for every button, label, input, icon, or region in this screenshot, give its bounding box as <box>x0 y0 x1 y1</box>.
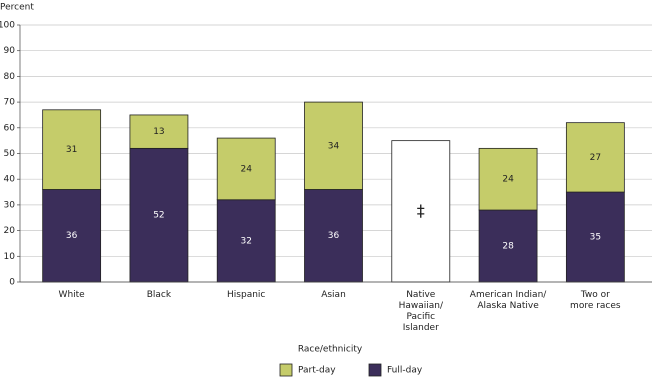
y-tick-label: 20 <box>4 226 16 236</box>
bar-segment <box>216 137 276 201</box>
bar-segment <box>565 122 625 193</box>
x-tick-label: Black <box>146 290 172 300</box>
y-tick-label: 40 <box>4 175 16 185</box>
y-tick-label: 60 <box>4 123 16 133</box>
bar-segment <box>304 189 363 283</box>
value-label: 31 <box>66 145 77 155</box>
legend-label: Full-day <box>387 366 423 376</box>
suppressed-bar <box>391 140 451 283</box>
bar-segment <box>478 209 538 283</box>
bar-segment <box>304 101 363 190</box>
y-tick-label: 90 <box>4 46 16 56</box>
value-label: 36 <box>328 231 340 241</box>
bar-segment <box>129 114 189 149</box>
y-tick-label: 100 <box>0 21 15 31</box>
x-tick-label: White <box>58 290 85 300</box>
bar-segment <box>129 147 189 283</box>
value-label: 36 <box>66 231 78 241</box>
bar-segment <box>42 109 102 190</box>
legend-swatch <box>279 363 293 377</box>
value-label: 24 <box>240 164 252 174</box>
legend-label: Part-day <box>298 366 336 376</box>
y-tick-label: 70 <box>4 98 16 108</box>
suppressed-label: ‡ <box>417 201 425 220</box>
value-label: 28 <box>502 242 514 252</box>
y-tick-label: 80 <box>4 72 16 82</box>
value-label: 32 <box>240 236 251 246</box>
x-tick-label: Asian <box>321 290 346 300</box>
bar-segment <box>216 199 276 283</box>
legend-swatch <box>368 363 382 377</box>
x-tick-label: American Indian/ Alaska Native <box>469 290 547 311</box>
y-axis-title: Percent <box>0 3 34 13</box>
value-label: 13 <box>153 127 164 137</box>
bar-segment <box>478 147 538 211</box>
x-tick-label: Hispanic <box>227 290 266 300</box>
value-label: 24 <box>502 175 514 185</box>
y-tick-label: 30 <box>4 200 16 210</box>
value-label: 35 <box>590 233 601 243</box>
y-tick-label: 10 <box>4 252 16 262</box>
x-axis-title: Race/ethnicity <box>298 345 363 355</box>
y-tick-label: 0 <box>9 278 15 288</box>
bar-segment <box>42 189 102 283</box>
x-tick-label: Two or more races <box>570 290 621 311</box>
y-tick-label: 50 <box>4 149 16 159</box>
value-label: 27 <box>590 153 601 163</box>
x-tick-label: Native Hawaiian/ Pacific Islander <box>398 290 443 333</box>
value-label: 52 <box>153 211 164 221</box>
value-label: 34 <box>328 141 340 151</box>
